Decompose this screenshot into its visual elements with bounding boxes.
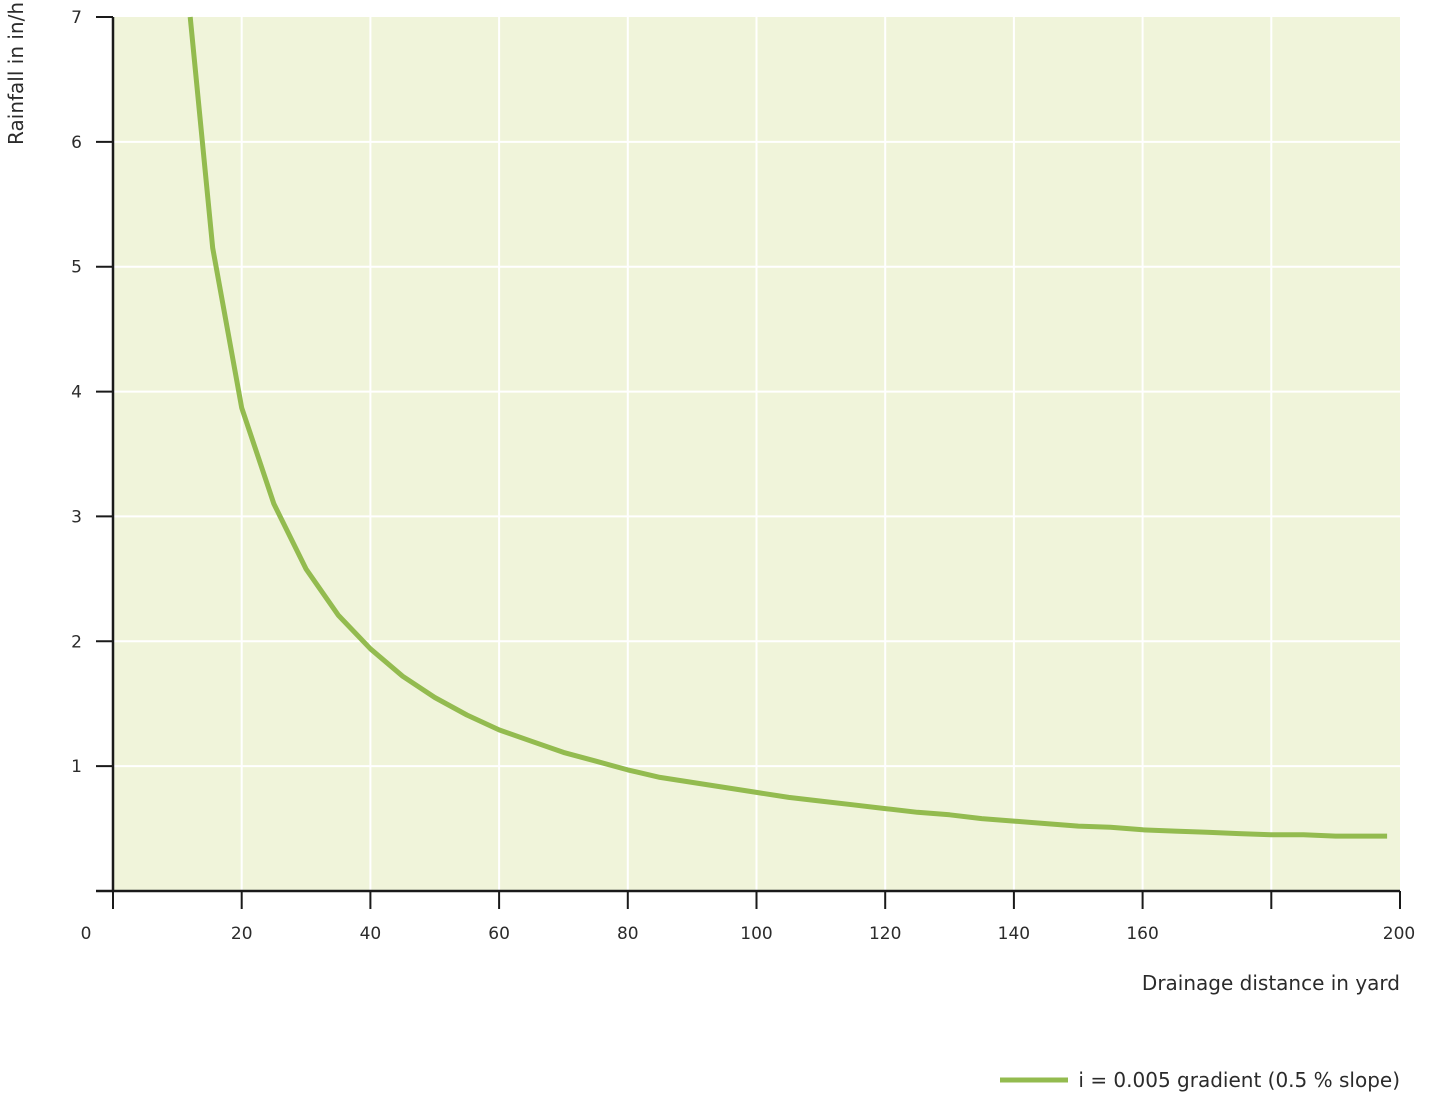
y-axis-ticks: 1 2 3 4 5 6 7 (71, 8, 113, 892)
axes (96, 17, 1400, 893)
y-tick-label: 7 (71, 8, 82, 28)
x-tick-label: 140 (998, 924, 1030, 944)
x-tick-label: 200 (1383, 924, 1415, 944)
x-tick-label: 20 (231, 924, 253, 944)
grid (113, 17, 1400, 891)
x-tick-label: 60 (488, 924, 510, 944)
x-tick-label: 120 (869, 924, 901, 944)
x-axis-ticks: 0 20 40 60 80 100 120 140 160 200 (81, 891, 1415, 944)
legend-label: i = 0.005 gradient (0.5 % slope) (1078, 1068, 1400, 1092)
y-axis-title: Rainfall in in/h (4, 2, 28, 145)
x-tick-label: 160 (1126, 924, 1158, 944)
y-tick-label: 5 (71, 258, 82, 278)
series-line (187, 16, 1388, 839)
y-tick-label: 3 (71, 507, 82, 527)
legend: i = 0.005 gradient (0.5 % slope) (1000, 1068, 1400, 1092)
x-tick-label: 80 (617, 924, 639, 944)
y-tick-label: 6 (71, 133, 82, 153)
x-axis-title: Drainage distance in yard (1142, 971, 1400, 995)
x-tick-label: 100 (740, 924, 772, 944)
y-tick-label: 2 (71, 632, 82, 652)
series-layer (187, 16, 1388, 839)
y-tick-label: 4 (71, 383, 82, 403)
x-tick-label: 40 (360, 924, 382, 944)
y-tick-label: 1 (71, 757, 82, 777)
x-tick-label: 0 (81, 924, 92, 944)
